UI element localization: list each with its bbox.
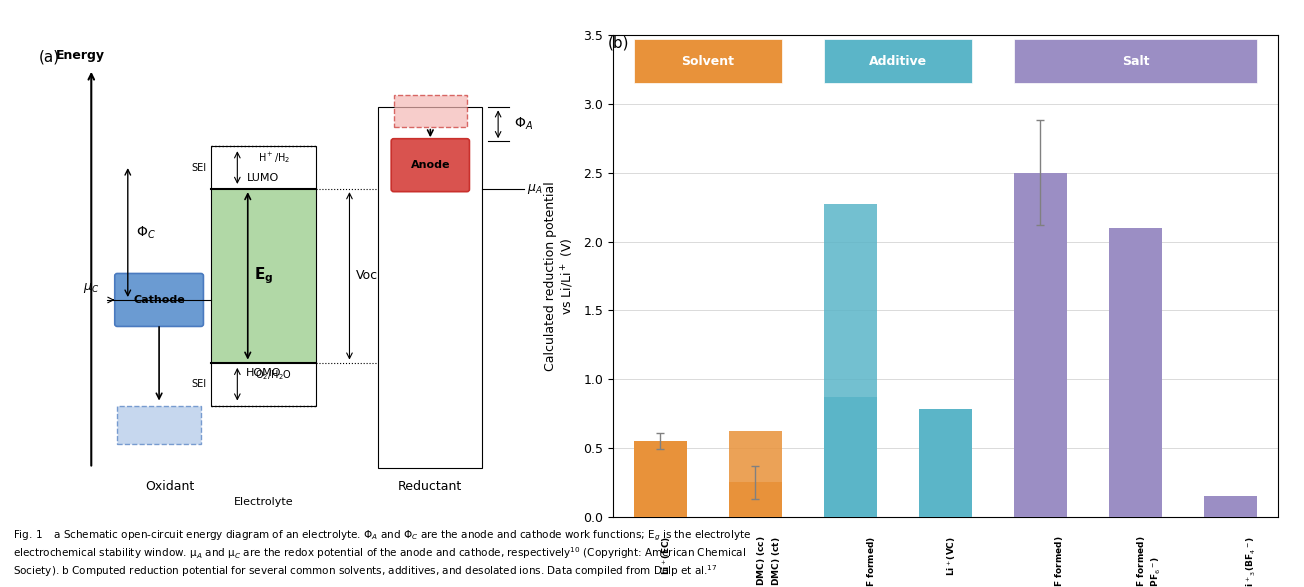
Text: O$_2$/H$_2$O: O$_2$/H$_2$O — [256, 368, 292, 382]
Text: HOMO: HOMO — [245, 368, 282, 378]
Text: H$^+$/H$_2$: H$^+$/H$_2$ — [258, 150, 289, 165]
Bar — [824, 39, 971, 83]
Bar — [1015, 39, 1257, 83]
Text: Fig. 1   a Schematic open-circuit energy diagram of an electrolyte. Φ$_A$ and Φ$: Fig. 1 a Schematic open-circuit energy d… — [13, 528, 751, 579]
Bar — [1205, 496, 1257, 517]
Y-axis label: Calculated reduction potential
vs Li/Li$^+$ (V): Calculated reduction potential vs Li/Li$… — [545, 181, 576, 371]
Bar — [634, 441, 686, 517]
Text: Reductant: Reductant — [398, 480, 463, 493]
Text: Salt: Salt — [1121, 55, 1149, 68]
Bar — [1015, 328, 1067, 517]
Bar — [824, 204, 876, 517]
Bar — [824, 397, 876, 517]
Text: (a): (a) — [39, 50, 60, 65]
Text: (b): (b) — [608, 35, 630, 50]
Text: $\mathbf{E_g}$: $\mathbf{E_g}$ — [254, 265, 273, 286]
Text: $\mu_A$: $\mu_A$ — [527, 182, 542, 196]
Bar — [1110, 296, 1162, 517]
Text: Li$^+$(DMC) (cc)
Li$^+$(DMC) (ct): Li$^+$(DMC) (cc) Li$^+$(DMC) (ct) — [755, 536, 782, 587]
Text: Li$^+$(VC): Li$^+$(VC) — [945, 536, 958, 576]
Text: Voc: Voc — [356, 269, 378, 282]
Text: SEI: SEI — [190, 379, 206, 389]
Bar — [394, 95, 467, 127]
Bar — [117, 406, 201, 444]
Text: Additive: Additive — [868, 55, 927, 68]
Bar — [634, 39, 781, 83]
FancyBboxPatch shape — [115, 274, 203, 326]
Bar — [211, 189, 316, 363]
Text: (LiPF$_6$)$_2$ (LiF formed)
PF$_6$$^-$)Li$^+$$_3$(PF$_6$$^-$): (LiPF$_6$)$_2$ (LiF formed) PF$_6$$^-$)L… — [1136, 536, 1163, 587]
Text: (LiBF$_4$)$_2$
(BF$_4$$^-$)$_2$Li$^+$$_3$(BF$_4$$^-$): (LiBF$_4$)$_2$ (BF$_4$$^-$)$_2$Li$^+$$_3… — [1231, 536, 1258, 587]
Text: Li$^+$(EC): Li$^+$(EC) — [660, 536, 673, 575]
Bar — [919, 409, 971, 517]
Text: TFSI$^-$
(Li$^+$)$_2$TFSI$^-$(Li-F formed): TFSI$^-$ (Li$^+$)$_2$TFSI$^-$(Li-F forme… — [1041, 536, 1067, 587]
Text: SEI: SEI — [190, 163, 206, 173]
Bar — [378, 107, 482, 468]
Text: Li$^+$(FEC)
Li$^+$(FEC) (LiF formed): Li$^+$(FEC) Li$^+$(FEC) (LiF formed) — [850, 536, 878, 587]
Text: Solvent: Solvent — [682, 55, 734, 68]
Text: Electrolyte: Electrolyte — [233, 497, 293, 507]
Text: Oxidant: Oxidant — [145, 480, 194, 493]
Bar — [729, 482, 781, 517]
Text: $\Phi_C$: $\Phi_C$ — [136, 224, 155, 241]
FancyBboxPatch shape — [391, 139, 469, 191]
Text: Anode: Anode — [411, 160, 450, 170]
Text: $\Phi_A$: $\Phi_A$ — [514, 116, 533, 133]
Bar — [1015, 173, 1067, 517]
Text: $\mu_C$: $\mu_C$ — [83, 281, 99, 295]
Bar — [211, 146, 316, 406]
Bar — [1110, 228, 1162, 517]
Text: LUMO: LUMO — [248, 174, 279, 184]
Text: Energy: Energy — [56, 49, 106, 62]
Text: Cathode: Cathode — [133, 295, 185, 305]
Bar — [729, 431, 781, 517]
